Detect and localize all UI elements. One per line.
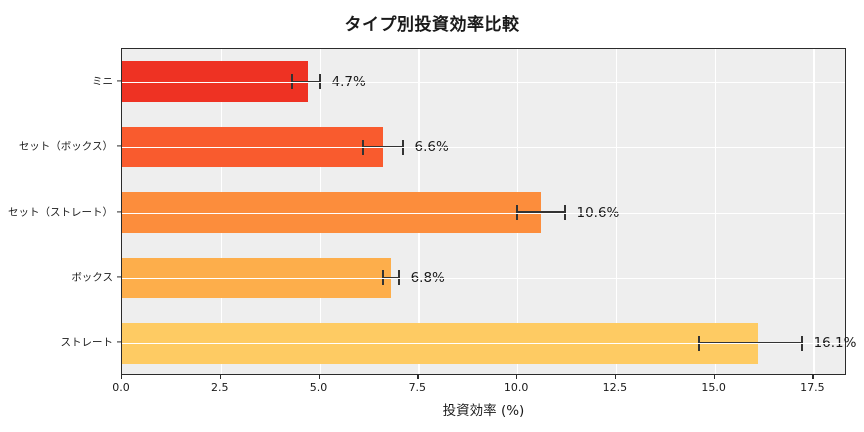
bar-row[interactable] — [122, 126, 845, 168]
gridline-vertical — [813, 49, 815, 374]
x-tick-mark — [219, 375, 221, 379]
gridline-horizontal — [122, 212, 845, 214]
error-bar-cap-low — [516, 204, 519, 220]
gridline-vertical — [615, 49, 618, 374]
error-bar-cap-low — [362, 139, 364, 155]
x-tick-label: 17.5 — [800, 381, 825, 394]
x-tick-label: 5.0 — [309, 381, 328, 394]
x-tick-mark — [812, 375, 814, 379]
error-bar-group — [122, 127, 845, 168]
error-bar-line — [363, 146, 403, 149]
error-bar-line — [698, 342, 802, 345]
bar[interactable] — [122, 126, 383, 168]
chart-title: タイプ別投資効率比較 — [344, 15, 520, 35]
x-tick-mark — [121, 375, 123, 379]
bar-row[interactable] — [122, 192, 845, 233]
gridline-horizontal — [122, 343, 845, 345]
y-tick-label: ミニ — [92, 75, 113, 88]
x-tick-label: 7.5 — [408, 381, 427, 394]
y-tick-label: ボックス — [71, 271, 113, 284]
x-tick-mark — [417, 375, 419, 379]
plot-area: 4.7% 6.6% 10.6% 6.8% 16.1% — [121, 48, 856, 375]
error-bar-group — [122, 323, 845, 364]
y-tick-label: セット（ストレート） — [8, 206, 113, 218]
bar-row[interactable] — [122, 323, 845, 364]
gridline-horizontal — [122, 277, 845, 280]
x-tick-mark — [318, 375, 320, 379]
error-bar-cap-high — [800, 335, 803, 351]
x-axis-title: 投資効率 (%) — [442, 403, 525, 419]
x-tick-mark — [614, 375, 617, 379]
bar[interactable] — [122, 192, 541, 233]
x-tick-label: 0.0 — [112, 381, 130, 394]
x-tick-label: 2.5 — [211, 381, 229, 394]
y-tick-label: ストレート — [60, 336, 114, 349]
error-bar-cap-low — [697, 335, 700, 351]
x-tick-label: 15.0 — [701, 381, 726, 394]
x-tick-label: 10.0 — [503, 381, 529, 394]
y-tick-label: セット（ボックス） — [18, 140, 113, 153]
error-bar-cap-high — [563, 204, 566, 220]
gridline-horizontal — [122, 147, 845, 149]
gridline-horizontal — [122, 81, 845, 83]
error-bar-line — [517, 211, 565, 214]
gridline-vertical — [714, 49, 716, 374]
error-bar-cap-high — [401, 139, 404, 155]
bar[interactable] — [122, 323, 759, 364]
x-tick-mark — [713, 375, 715, 379]
x-tick-label: 12.5 — [602, 381, 628, 394]
x-tick-mark — [516, 375, 518, 379]
error-bar-group — [122, 192, 845, 233]
